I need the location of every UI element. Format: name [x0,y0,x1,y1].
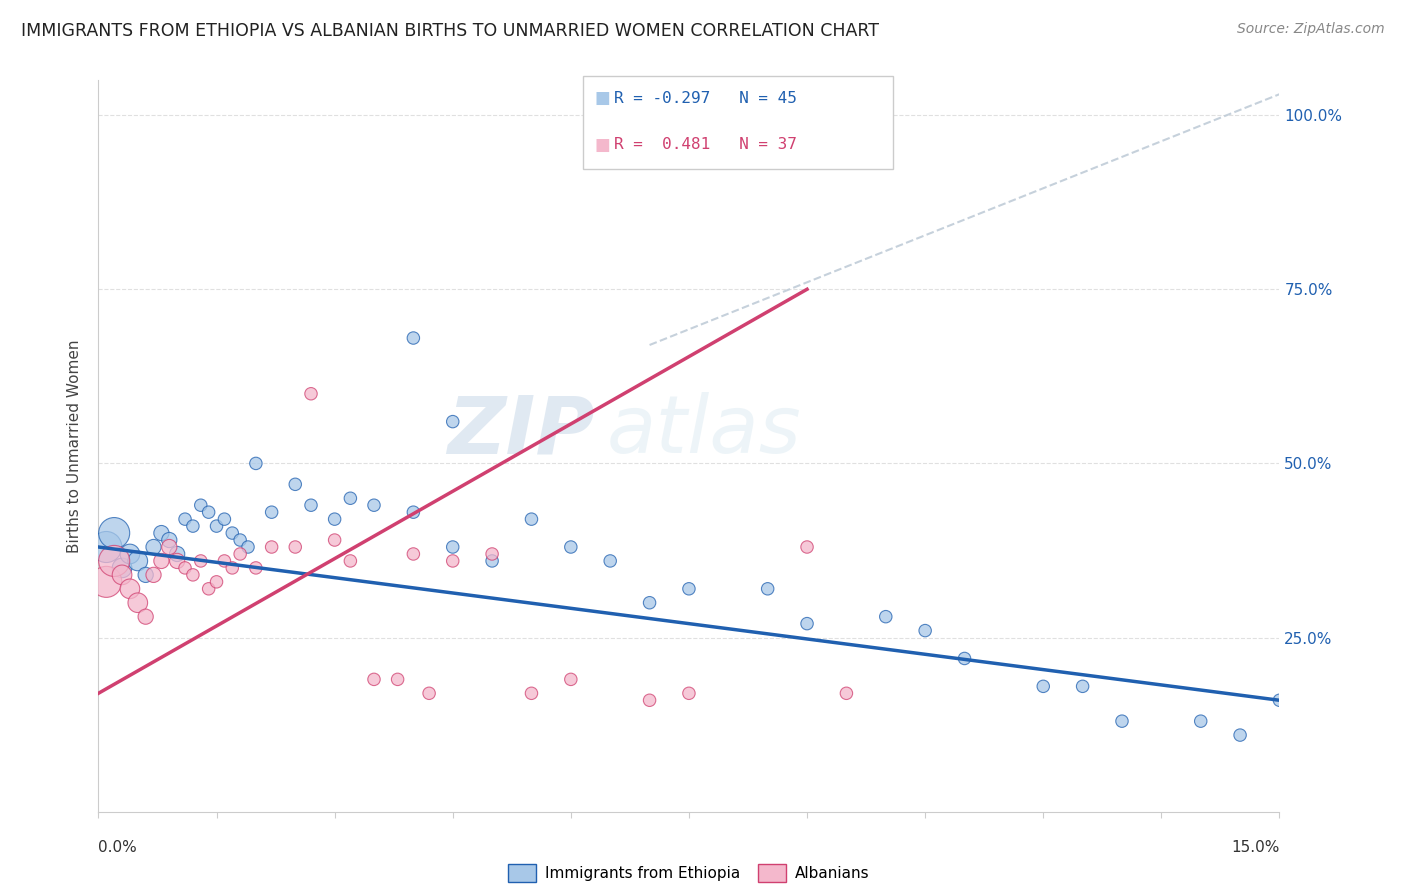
Point [402,505,425,519]
Text: ■: ■ [595,89,610,107]
Point [142,540,165,554]
Point [441,540,464,554]
Text: atlas: atlas [606,392,801,470]
Point [520,512,543,526]
Point [142,567,165,582]
Point [402,331,425,345]
Point [245,457,267,471]
Point [441,415,464,429]
Point [245,561,267,575]
Point [323,512,346,526]
Point [236,540,259,554]
Text: IMMIGRANTS FROM ETHIOPIA VS ALBANIAN BIRTHS TO UNMARRIED WOMEN CORRELATION CHART: IMMIGRANTS FROM ETHIOPIA VS ALBANIAN BIR… [21,22,879,40]
Text: ■: ■ [595,136,610,153]
Point [260,540,283,554]
Point [166,554,188,568]
Text: 0.0%: 0.0% [98,840,138,855]
Text: 15.0%: 15.0% [1232,840,1279,855]
Point [953,651,976,665]
Point [756,582,779,596]
Point [678,582,700,596]
Point [166,547,188,561]
Point [875,609,897,624]
Point [181,519,204,533]
Point [174,512,197,526]
Point [111,561,134,575]
Text: R = -0.297   N = 45: R = -0.297 N = 45 [614,91,797,105]
Point [402,547,425,561]
Point [150,526,173,541]
Point [190,554,212,568]
Point [205,519,228,533]
Point [214,512,236,526]
Point [1189,714,1212,728]
Point [157,540,180,554]
Point [741,128,763,143]
Point [229,547,252,561]
Point [118,582,141,596]
Point [190,498,212,512]
Point [96,540,118,554]
Point [96,574,118,589]
Point [221,526,243,541]
Point [339,491,361,506]
Point [103,526,125,541]
Text: ZIP: ZIP [447,392,595,470]
Point [299,386,322,401]
Point [796,540,818,554]
Point [197,505,219,519]
Point [1032,679,1054,693]
Point [339,554,361,568]
Point [118,547,141,561]
Point [481,547,503,561]
Point [181,567,204,582]
Point [481,554,503,568]
Point [221,561,243,575]
Point [157,533,180,547]
Text: Source: ZipAtlas.com: Source: ZipAtlas.com [1237,22,1385,37]
Point [323,533,346,547]
Point [1071,679,1094,693]
Point [284,477,307,491]
Point [260,505,283,519]
Point [638,693,661,707]
Point [520,686,543,700]
Point [418,686,440,700]
Point [835,686,858,700]
Point [638,596,661,610]
Point [441,554,464,568]
Point [363,498,385,512]
Point [678,686,700,700]
Point [150,554,173,568]
Point [299,498,322,512]
Point [111,567,134,582]
Point [387,673,409,687]
Point [174,561,197,575]
Point [197,582,219,596]
Point [560,673,582,687]
Legend: Immigrants from Ethiopia, Albanians: Immigrants from Ethiopia, Albanians [502,858,876,888]
Y-axis label: Births to Unmarried Women: Births to Unmarried Women [67,339,83,553]
Point [560,540,582,554]
Point [599,554,621,568]
Point [135,567,157,582]
Point [205,574,228,589]
Point [796,616,818,631]
Point [127,596,149,610]
Point [135,609,157,624]
Point [914,624,936,638]
Point [284,540,307,554]
Point [1268,693,1291,707]
Text: R =  0.481   N = 37: R = 0.481 N = 37 [614,137,797,152]
Point [1111,714,1133,728]
Point [1229,728,1251,742]
Point [127,554,149,568]
Point [214,554,236,568]
Point [363,673,385,687]
Point [229,533,252,547]
Point [103,554,125,568]
